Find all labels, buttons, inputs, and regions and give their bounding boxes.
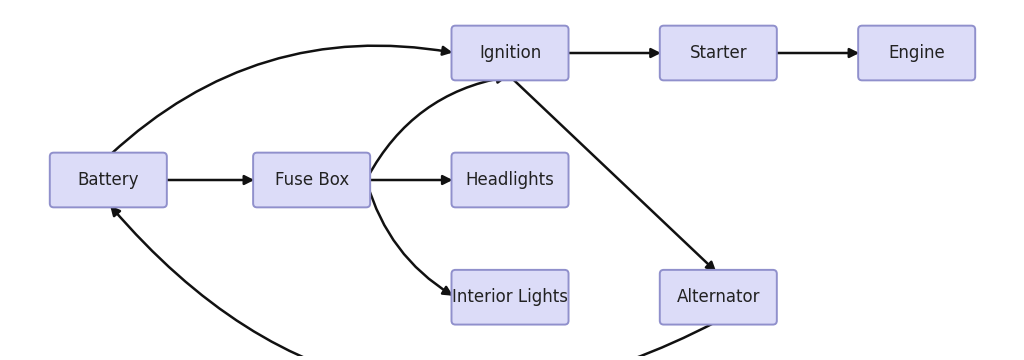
FancyArrowPatch shape (369, 176, 450, 184)
FancyBboxPatch shape (659, 270, 777, 325)
FancyBboxPatch shape (858, 26, 975, 80)
FancyArrowPatch shape (166, 176, 252, 184)
FancyArrowPatch shape (367, 183, 451, 294)
FancyArrowPatch shape (567, 49, 658, 57)
Text: Engine: Engine (888, 44, 945, 62)
FancyBboxPatch shape (659, 26, 777, 80)
Text: Headlights: Headlights (466, 171, 554, 189)
FancyArrowPatch shape (111, 46, 450, 155)
Text: Interior Lights: Interior Lights (452, 288, 568, 306)
Text: Fuse Box: Fuse Box (274, 171, 349, 189)
FancyArrowPatch shape (112, 208, 716, 360)
FancyArrowPatch shape (512, 78, 715, 270)
FancyArrowPatch shape (368, 75, 505, 177)
Text: Alternator: Alternator (677, 288, 760, 306)
Text: Ignition: Ignition (479, 44, 541, 62)
Text: Battery: Battery (78, 171, 139, 189)
FancyBboxPatch shape (452, 270, 568, 325)
FancyArrowPatch shape (775, 49, 856, 57)
FancyBboxPatch shape (452, 153, 568, 207)
Text: Starter: Starter (689, 44, 748, 62)
FancyBboxPatch shape (253, 153, 370, 207)
FancyBboxPatch shape (452, 26, 568, 80)
FancyBboxPatch shape (50, 153, 167, 207)
